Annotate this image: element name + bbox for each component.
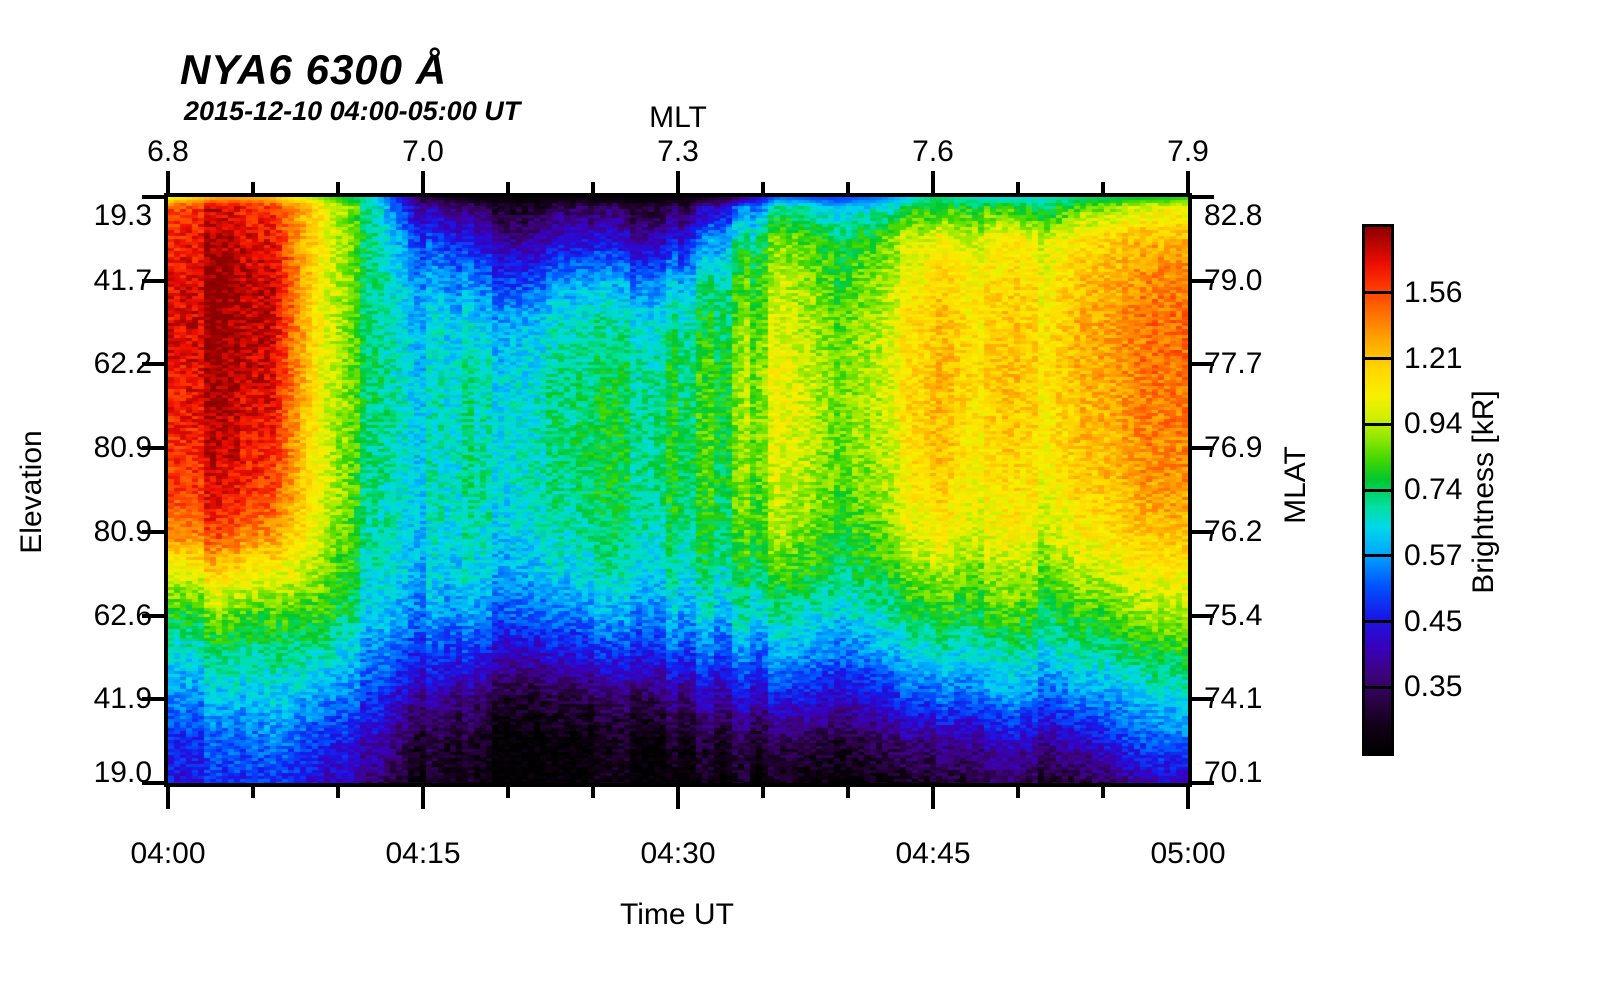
bottom-axis-major-tick <box>1186 787 1190 809</box>
mlat-tick-label: 75.4 <box>1204 598 1263 632</box>
colorbar-tick-line <box>1365 422 1391 426</box>
mlt-tick-label: 7.3 <box>657 135 699 168</box>
elevation-tick-label: 41.7 <box>93 263 152 297</box>
elevation-tick-label: 80.9 <box>93 431 152 465</box>
top-axis-major-tick <box>931 171 935 193</box>
colorbar-axis-label: Brightness [kR] <box>1467 390 1500 594</box>
bottom-axis-minor-tick <box>761 787 765 798</box>
colorbar-tick-label: 0.35 <box>1404 670 1463 704</box>
colorbar-tick-label: 1.56 <box>1404 275 1463 309</box>
colorbar-tick-label: 0.94 <box>1404 407 1463 441</box>
bottom-axis-minor-tick <box>251 787 255 798</box>
left-axis-major-tick <box>142 529 164 534</box>
left-axis-major-tick <box>142 362 164 367</box>
time-tick-label: 04:45 <box>895 837 971 870</box>
top-axis-minor-tick <box>336 182 340 193</box>
time-tick-label: 04:30 <box>640 837 716 870</box>
right-axis-major-tick <box>1192 278 1214 283</box>
colorbar-tick-label: 0.57 <box>1404 538 1463 572</box>
left-axis-major-tick <box>142 446 164 451</box>
top-axis-minor-tick <box>591 182 595 193</box>
time-tick-label: 04:15 <box>385 837 461 870</box>
elevation-tick-label: 80.9 <box>93 514 152 548</box>
colorbar-tick-label: 0.45 <box>1404 604 1463 638</box>
top-axis-major-tick <box>1186 171 1190 193</box>
top-axis-minor-tick <box>761 182 765 193</box>
mlat-axis-label: MLAT <box>1279 446 1312 524</box>
bottom-axis-minor-tick <box>506 787 510 798</box>
mlat-tick-label: 76.2 <box>1204 514 1263 548</box>
left-axis-major-tick <box>142 195 164 199</box>
elevation-tick-label: 62.6 <box>93 598 152 632</box>
right-axis-major-tick <box>1192 362 1214 367</box>
colorbar-tick-line <box>1365 685 1391 689</box>
left-axis-major-tick <box>142 781 164 785</box>
mlt-axis-label: MLT <box>649 101 707 134</box>
bottom-axis-major-tick <box>931 787 935 809</box>
plot-subtitle: 2015-12-10 04:00-05:00 UT <box>184 96 521 126</box>
right-axis-major-tick <box>1192 195 1214 199</box>
elevation-tick-label: 62.2 <box>93 347 152 381</box>
mlat-tick-label: 70.1 <box>1204 756 1263 789</box>
top-axis-minor-tick <box>251 182 255 193</box>
time-tick-label: 04:00 <box>130 837 206 870</box>
top-axis-minor-tick <box>506 182 510 193</box>
time-tick-label: 05:00 <box>1150 837 1226 870</box>
left-axis-major-tick <box>142 697 164 702</box>
colorbar-tick-line <box>1365 554 1391 558</box>
elevation-tick-label: 19.0 <box>93 756 152 789</box>
mlt-tick-label: 6.8 <box>147 135 189 168</box>
colorbar-tick-line <box>1365 488 1391 492</box>
bottom-axis-minor-tick <box>591 787 595 798</box>
colorbar-tick-line <box>1365 620 1391 623</box>
heatmap-canvas <box>168 197 1188 783</box>
mlat-tick-label: 79.0 <box>1204 263 1263 297</box>
top-axis-minor-tick <box>1101 182 1105 193</box>
bottom-axis-major-tick <box>421 787 425 809</box>
elevation-tick-label: 41.9 <box>93 682 152 716</box>
right-axis-major-tick <box>1192 529 1214 534</box>
right-axis-major-tick <box>1192 446 1214 451</box>
bottom-axis-major-tick <box>676 787 680 809</box>
time-axis-label: Time UT <box>620 898 734 931</box>
colorbar-tick-line <box>1365 357 1391 360</box>
mlat-tick-label: 74.1 <box>1204 682 1263 716</box>
bottom-axis-minor-tick <box>846 787 850 798</box>
mlt-tick-label: 7.6 <box>912 135 954 168</box>
colorbar-tick-label: 1.21 <box>1404 341 1463 375</box>
elevation-tick-label: 19.3 <box>93 199 152 232</box>
mlt-tick-label: 7.9 <box>1167 135 1209 168</box>
mlat-tick-label: 82.8 <box>1204 199 1263 232</box>
right-axis-major-tick <box>1192 697 1214 702</box>
right-axis-major-tick <box>1192 613 1214 618</box>
colorbar-tick-line <box>1365 291 1391 295</box>
right-axis-major-tick <box>1192 781 1214 785</box>
mlat-tick-label: 76.9 <box>1204 431 1263 465</box>
left-axis-major-tick <box>142 278 164 283</box>
top-axis-major-tick <box>421 171 425 193</box>
bottom-axis-minor-tick <box>1016 787 1020 798</box>
left-axis-major-tick <box>142 613 164 618</box>
mlt-tick-label: 7.0 <box>402 135 444 168</box>
top-axis-minor-tick <box>846 182 850 193</box>
mlat-tick-label: 77.7 <box>1204 347 1263 381</box>
bottom-axis-minor-tick <box>1101 787 1105 798</box>
bottom-axis-major-tick <box>166 787 170 809</box>
top-axis-major-tick <box>166 171 170 193</box>
bottom-axis-minor-tick <box>336 787 340 798</box>
plot-title: NYA6 6300 Å <box>180 46 448 93</box>
top-axis-minor-tick <box>1016 182 1020 193</box>
top-axis-major-tick <box>676 171 680 193</box>
elevation-axis-label: Elevation <box>15 430 48 554</box>
colorbar-tick-label: 0.74 <box>1404 473 1463 506</box>
